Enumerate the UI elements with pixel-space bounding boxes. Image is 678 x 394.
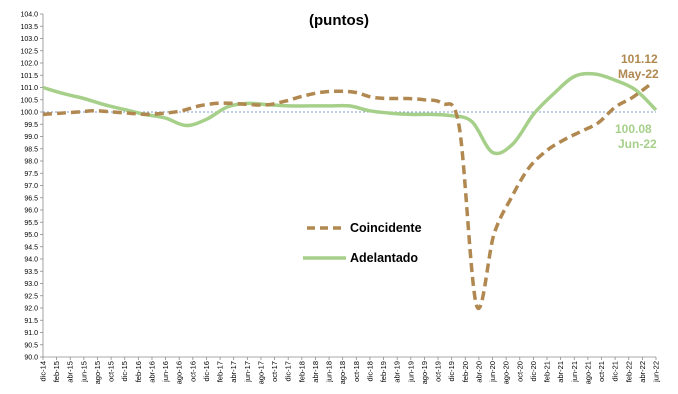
x-tick-label: dic-15: [120, 361, 129, 381]
y-tick-label: 92.5: [24, 293, 38, 300]
x-tick-label: abr-21: [556, 361, 565, 383]
x-tick-label: dic-20: [529, 361, 538, 381]
y-tick-label: 98.0: [24, 159, 38, 166]
x-tick-label: oct-21: [597, 361, 606, 382]
y-tick-label: 104.0: [20, 12, 38, 19]
x-tick-label: ago-19: [420, 361, 429, 384]
y-tick-label: 102.0: [20, 61, 38, 68]
x-tick-label: ago-17: [256, 361, 265, 384]
y-tick-label: 94.0: [24, 257, 38, 264]
x-tick-label: ago-21: [583, 361, 592, 384]
x-tick-label: dic-19: [447, 361, 456, 381]
legend-label-coincidente: Coincidente: [350, 221, 422, 235]
x-tick-label: abr-20: [474, 361, 483, 383]
annotation-adelantado-value: 100.08: [615, 122, 652, 136]
y-tick-label: 97.5: [24, 171, 38, 178]
y-tick-label: 101.5: [20, 73, 38, 80]
x-tick-label: feb-15: [52, 361, 61, 382]
y-tick-label: 100.0: [20, 110, 38, 117]
x-tick-label: ago-18: [338, 361, 347, 384]
x-tick-label: dic-17: [284, 361, 293, 381]
x-tick-label: feb-17: [216, 361, 225, 382]
x-tick-label: feb-22: [624, 361, 633, 382]
y-tick-label: 93.0: [24, 281, 38, 288]
x-tick-label: oct-20: [515, 361, 524, 382]
x-tick-label: jun-15: [79, 361, 88, 383]
y-tick-label: 96.0: [24, 208, 38, 215]
x-tick-label: abr-17: [229, 361, 238, 383]
y-tick-label: 102.5: [20, 48, 38, 55]
y-tick-label: 92.0: [24, 306, 38, 313]
series-line-coincidente: [42, 83, 652, 311]
x-tick-label: jun-18: [325, 361, 334, 383]
y-tick-label: 94.5: [24, 244, 38, 251]
x-tick-label: abr-15: [66, 361, 75, 383]
annotations: 101.12 May-22 100.08 Jun-22: [615, 52, 659, 151]
y-tick-label: 90.5: [24, 342, 38, 349]
y-tick-label: 96.5: [24, 195, 38, 202]
y-tick-label: 95.5: [24, 220, 38, 227]
x-tick-label: oct-15: [107, 361, 116, 382]
x-tick-label: dic-21: [611, 361, 620, 381]
x-tick-label: oct-16: [188, 361, 197, 382]
y-tick-label: 93.5: [24, 269, 38, 276]
x-tick-label: ago-20: [502, 361, 511, 384]
x-tick-label: abr-22: [638, 361, 647, 383]
x-axis: dic-14 feb-15 abr-15 jun-15 ago-15 oct-15 dic-…: [39, 356, 661, 384]
y-tick-label: 103.0: [20, 36, 38, 43]
y-tick-label: 91.5: [24, 318, 38, 325]
x-tick-label: feb-19: [379, 361, 388, 382]
annotation-coincidente-value: 101.12: [621, 52, 658, 66]
x-tick-label: jun-19: [406, 361, 415, 383]
legend: Coincidente Adelantado: [303, 221, 422, 265]
x-tick-label: abr-18: [311, 361, 320, 383]
x-tick-label: oct-17: [270, 361, 279, 382]
y-tick-label: 99.5: [24, 122, 38, 129]
y-tick-label: 99.0: [24, 134, 38, 141]
y-tick-label: 91.0: [24, 330, 38, 337]
x-tick-label: feb-16: [134, 361, 143, 382]
legend-label-adelantado: Adelantado: [350, 251, 418, 265]
x-tick-label: dic-18: [365, 361, 374, 381]
x-tick-label: jun-17: [243, 361, 252, 383]
chart-title: (puntos): [309, 12, 369, 29]
x-tick-label: abr-16: [147, 361, 156, 383]
x-tick-label: oct-19: [434, 361, 443, 382]
x-tick-label: feb-18: [297, 361, 306, 382]
y-tick-label: 103.5: [20, 24, 38, 31]
x-tick-label: oct-18: [352, 361, 361, 382]
y-tick-label: 100.5: [20, 97, 38, 104]
y-tick-label: 97.0: [24, 183, 38, 190]
y-tick-label: 98.5: [24, 146, 38, 153]
x-tick-label: dic-16: [202, 361, 211, 381]
x-tick-label: dic-14: [39, 361, 48, 381]
x-tick-label: feb-21: [543, 361, 552, 382]
x-tick-label: jun-22: [652, 361, 661, 383]
annotation-adelantado-date: Jun-22: [618, 137, 657, 151]
y-tick-label: 101.0: [20, 85, 38, 92]
annotation-coincidente-date: May-22: [618, 67, 659, 81]
x-tick-label: abr-19: [393, 361, 402, 383]
y-axis: 90.0 90.5 91.0 91.5 92.0 92.5 93.0 93.5 94.0 94.5…: [20, 12, 44, 362]
y-tick-label: 95.0: [24, 232, 38, 239]
series-lines: [42, 71, 658, 311]
x-tick-label: jun-16: [161, 361, 170, 383]
x-tick-label: ago-16: [175, 361, 184, 384]
x-tick-label: feb-20: [461, 361, 470, 382]
y-tick-label: 90.0: [24, 355, 38, 362]
x-tick-label: jun-21: [570, 361, 579, 383]
x-tick-label: ago-15: [93, 361, 102, 384]
x-tick-label: jun-20: [488, 361, 497, 383]
